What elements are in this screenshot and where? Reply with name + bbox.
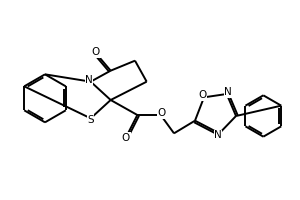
Text: N: N (224, 87, 232, 97)
Text: N: N (85, 75, 93, 85)
Text: O: O (158, 108, 166, 118)
Text: O: O (92, 47, 100, 57)
Text: O: O (199, 90, 207, 100)
Text: S: S (87, 115, 94, 125)
Text: O: O (122, 133, 130, 143)
Text: N: N (214, 130, 222, 140)
